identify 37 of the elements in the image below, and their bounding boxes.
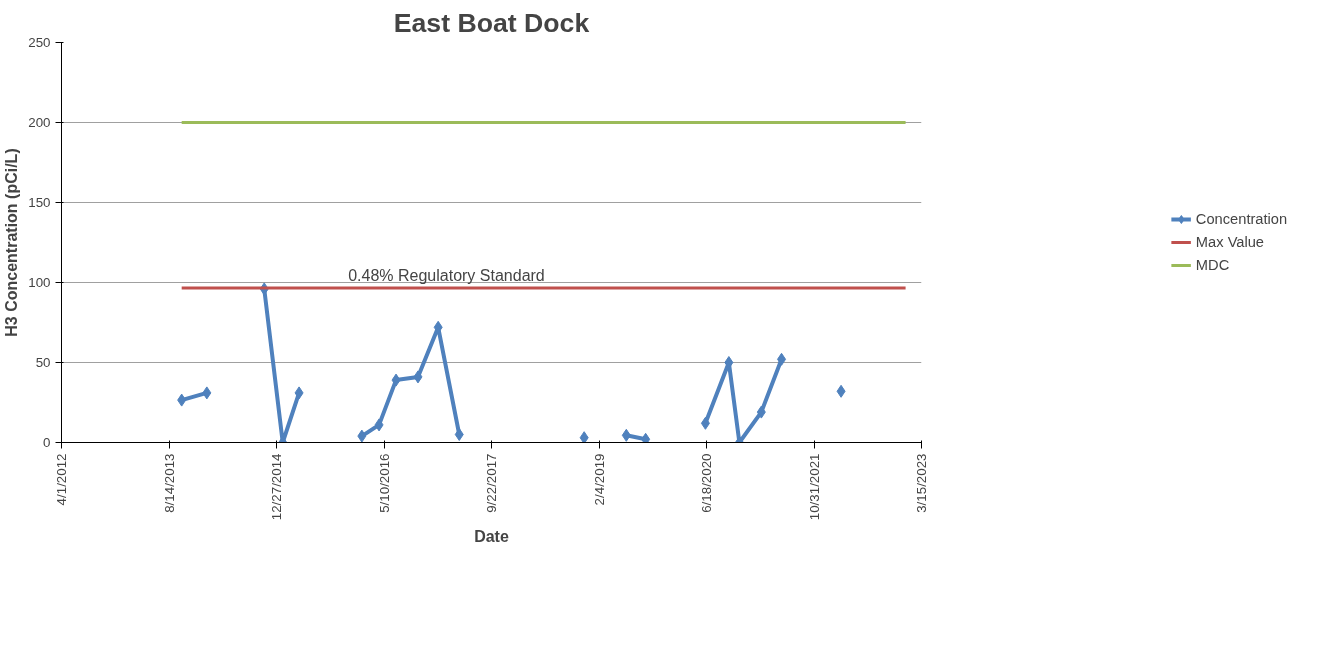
point	[357, 429, 367, 443]
legend-label: MDC	[1195, 257, 1230, 273]
x-tick-label: 9/22/2017	[484, 453, 499, 513]
y-tick-label: 150	[28, 195, 51, 210]
point	[391, 373, 401, 387]
chart-title: East Boat Dock	[393, 7, 590, 38]
x-tick-label: 6/18/2020	[699, 453, 714, 513]
point	[777, 352, 787, 366]
point	[579, 431, 589, 443]
point	[294, 386, 304, 400]
y-axis-title: H3 Concentration (pCi/L)	[3, 148, 21, 337]
legend-label: Concentration	[1195, 211, 1288, 227]
legend-label: Max Value	[1195, 234, 1265, 250]
x-tick-label: 8/14/2013	[161, 453, 177, 513]
point	[700, 416, 710, 430]
x-tick-label: 12/27/2014	[269, 452, 284, 521]
point	[621, 428, 631, 442]
annotation: 0.48% Regulatory Standard	[348, 267, 545, 285]
point	[374, 418, 384, 432]
y-tick-label: 50	[35, 355, 51, 370]
point	[756, 405, 766, 419]
point	[641, 432, 651, 443]
x-axis-title: Date	[474, 528, 509, 546]
y-tick-label: 0	[43, 435, 51, 450]
point	[413, 370, 423, 384]
point	[454, 428, 464, 441]
x-tick-label: 3/15/2023	[914, 453, 929, 513]
x-tick-label: 5/10/2016	[376, 453, 392, 513]
x-tick-label: 2/4/2019	[591, 453, 607, 506]
point	[177, 393, 187, 407]
point	[202, 386, 212, 400]
y-tick-label: 200	[28, 115, 51, 130]
x-tick-label: 4/1/2012	[54, 453, 69, 506]
y-tick-label: 100	[28, 275, 51, 290]
x-tick-label: 10/31/2021	[806, 453, 822, 521]
point	[836, 384, 846, 398]
y-tick-label: 250	[28, 35, 51, 50]
